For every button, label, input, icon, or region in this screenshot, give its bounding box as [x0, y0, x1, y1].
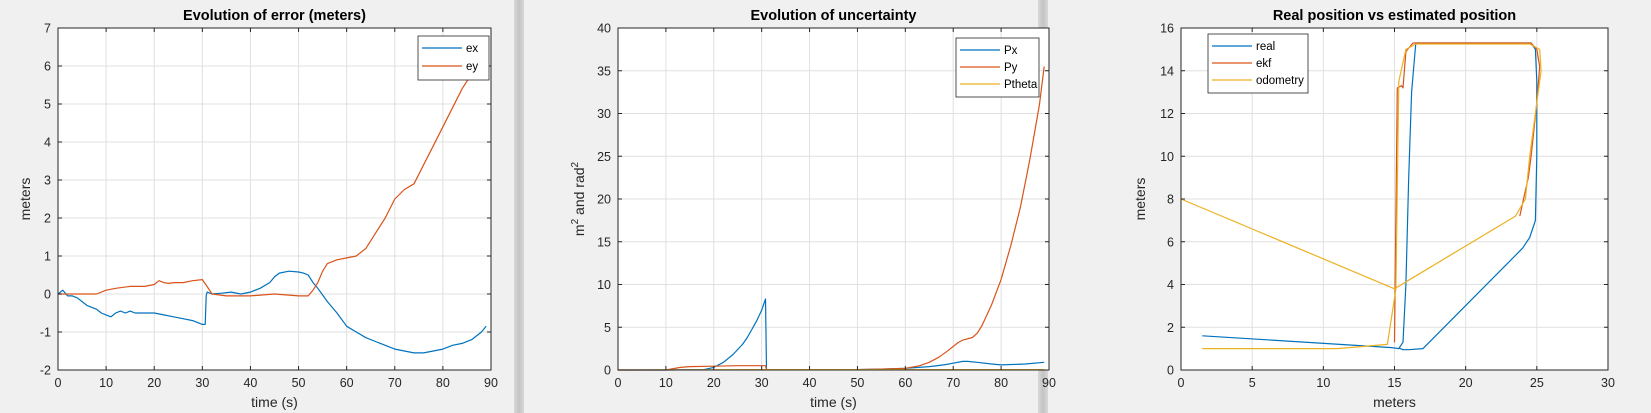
legend-label: real — [1256, 41, 1275, 53]
x-tick-label: 80 — [436, 376, 450, 390]
x-tick-label: 25 — [1530, 376, 1544, 390]
y-tick-label: 10 — [597, 278, 611, 292]
x-tick-label: 70 — [388, 376, 402, 390]
y-tick-label: 8 — [1167, 193, 1174, 207]
legend-label: odometry — [1256, 75, 1304, 87]
x-axis-label: time (s) — [810, 394, 857, 410]
y-tick-label: 3 — [44, 174, 51, 188]
series-line-ex — [57, 270, 487, 354]
series-line-real — [1202, 42, 1538, 351]
x-tick-label: 0 — [1178, 376, 1185, 390]
y-tick-label: 4 — [1167, 278, 1174, 292]
x-tick-label: 40 — [243, 376, 257, 390]
x-axis-label: meters — [1373, 394, 1416, 410]
legend: real ekf odometry — [1207, 33, 1309, 94]
y-tick-label: 6 — [1167, 235, 1174, 249]
y-tick-label: 4 — [44, 136, 51, 150]
chart-title: Evolution of error (meters) — [183, 8, 366, 24]
legend-label: Py — [1004, 62, 1018, 74]
series-line-ekf — [1393, 42, 1541, 343]
axes-box — [57, 27, 492, 371]
y-tick-label: 10 — [1160, 150, 1174, 164]
y-tick-label: 0 — [604, 364, 611, 378]
legend-label: ex — [466, 43, 478, 55]
y-tick-label: 15 — [597, 235, 611, 249]
x-tick-label: 20 — [1459, 376, 1473, 390]
y-tick-label: 40 — [597, 22, 611, 36]
legend-label: ekf — [1256, 58, 1272, 70]
y-tick-label: -2 — [40, 364, 51, 378]
legend-label: Px — [1004, 45, 1018, 57]
y-tick-label: 0 — [1167, 364, 1174, 378]
legend-label: ey — [466, 61, 478, 73]
series-line-odometry — [1180, 43, 1542, 350]
legend: Px Py Ptheta — [955, 37, 1040, 98]
x-tick-label: 10 — [659, 376, 673, 390]
x-tick-label: 20 — [707, 376, 721, 390]
x-tick-label: 0 — [615, 376, 622, 390]
y-tick-label: -1 — [40, 326, 51, 340]
x-tick-label: 40 — [803, 376, 817, 390]
x-tick-label: 90 — [1042, 376, 1056, 390]
x-tick-label: 20 — [147, 376, 161, 390]
legend-label: Ptheta — [1004, 79, 1038, 91]
y-tick-label: 14 — [1160, 64, 1174, 78]
y-tick-label: 35 — [597, 64, 611, 78]
y-tick-label: 25 — [597, 150, 611, 164]
y-tick-label: 0 — [44, 288, 51, 302]
y-tick-label: 12 — [1160, 107, 1174, 121]
x-axis-label: time (s) — [251, 394, 298, 410]
x-tick-label: 0 — [55, 376, 62, 390]
y-tick-label: 1 — [44, 250, 51, 264]
y-axis-label-part: 2 — [570, 218, 581, 224]
y-tick-label: 30 — [597, 107, 611, 121]
x-tick-label: 30 — [195, 376, 209, 390]
y-tick-label: 16 — [1160, 22, 1174, 36]
x-tick-label: 60 — [340, 376, 354, 390]
figure-divider — [514, 0, 524, 413]
x-tick-label: 60 — [898, 376, 912, 390]
x-tick-label: 30 — [1601, 376, 1615, 390]
x-tick-label: 5 — [1249, 376, 1256, 390]
chart-title: Real position vs estimated position — [1273, 8, 1516, 24]
x-tick-label: 10 — [99, 376, 113, 390]
chart-1: 0 10 20 30 40 50 60 70 80 90 0 5 10 15 20 25 30 35 40 Evolu… — [570, 8, 1056, 410]
y-axis-label-part: and rad — [571, 167, 587, 218]
y-axis-label: meters — [1132, 178, 1148, 221]
y-tick-label: 6 — [44, 60, 51, 74]
chart-title: Evolution of uncertainty — [751, 8, 917, 24]
y-tick-label: 5 — [44, 98, 51, 112]
legend: ex ey — [417, 35, 490, 81]
x-tick-label: 70 — [946, 376, 960, 390]
x-tick-label: 90 — [484, 376, 498, 390]
x-tick-label: 15 — [1388, 376, 1402, 390]
y-axis-label-part: m — [571, 224, 587, 236]
x-tick-label: 30 — [755, 376, 769, 390]
x-tick-label: 50 — [292, 376, 306, 390]
chart-0: 0 10 20 30 40 50 60 70 80 90 -2 -1 0 1 2 3 4 5 6 7 Evolution… — [17, 8, 498, 410]
y-axis-label-part: 2 — [570, 161, 581, 167]
plot-area — [58, 28, 491, 370]
legend-box — [417, 35, 490, 81]
y-tick-label: 20 — [597, 193, 611, 207]
series-line-ey — [58, 50, 487, 297]
y-tick-label: 5 — [604, 321, 611, 335]
chart-2: 0 5 10 15 20 25 30 0 2 4 6 8 10 12 14 16 Real position v… — [1132, 8, 1615, 410]
x-tick-label: 50 — [850, 376, 864, 390]
y-tick-label: 2 — [44, 212, 51, 226]
y-axis-label: m2 and rad2 — [570, 161, 587, 236]
x-tick-label: 10 — [1316, 376, 1330, 390]
series-line-Py — [618, 66, 1045, 371]
y-axis-label: meters — [17, 178, 33, 221]
x-tick-label: 80 — [994, 376, 1008, 390]
y-tick-label: 2 — [1167, 321, 1174, 335]
y-tick-label: 7 — [44, 22, 51, 36]
